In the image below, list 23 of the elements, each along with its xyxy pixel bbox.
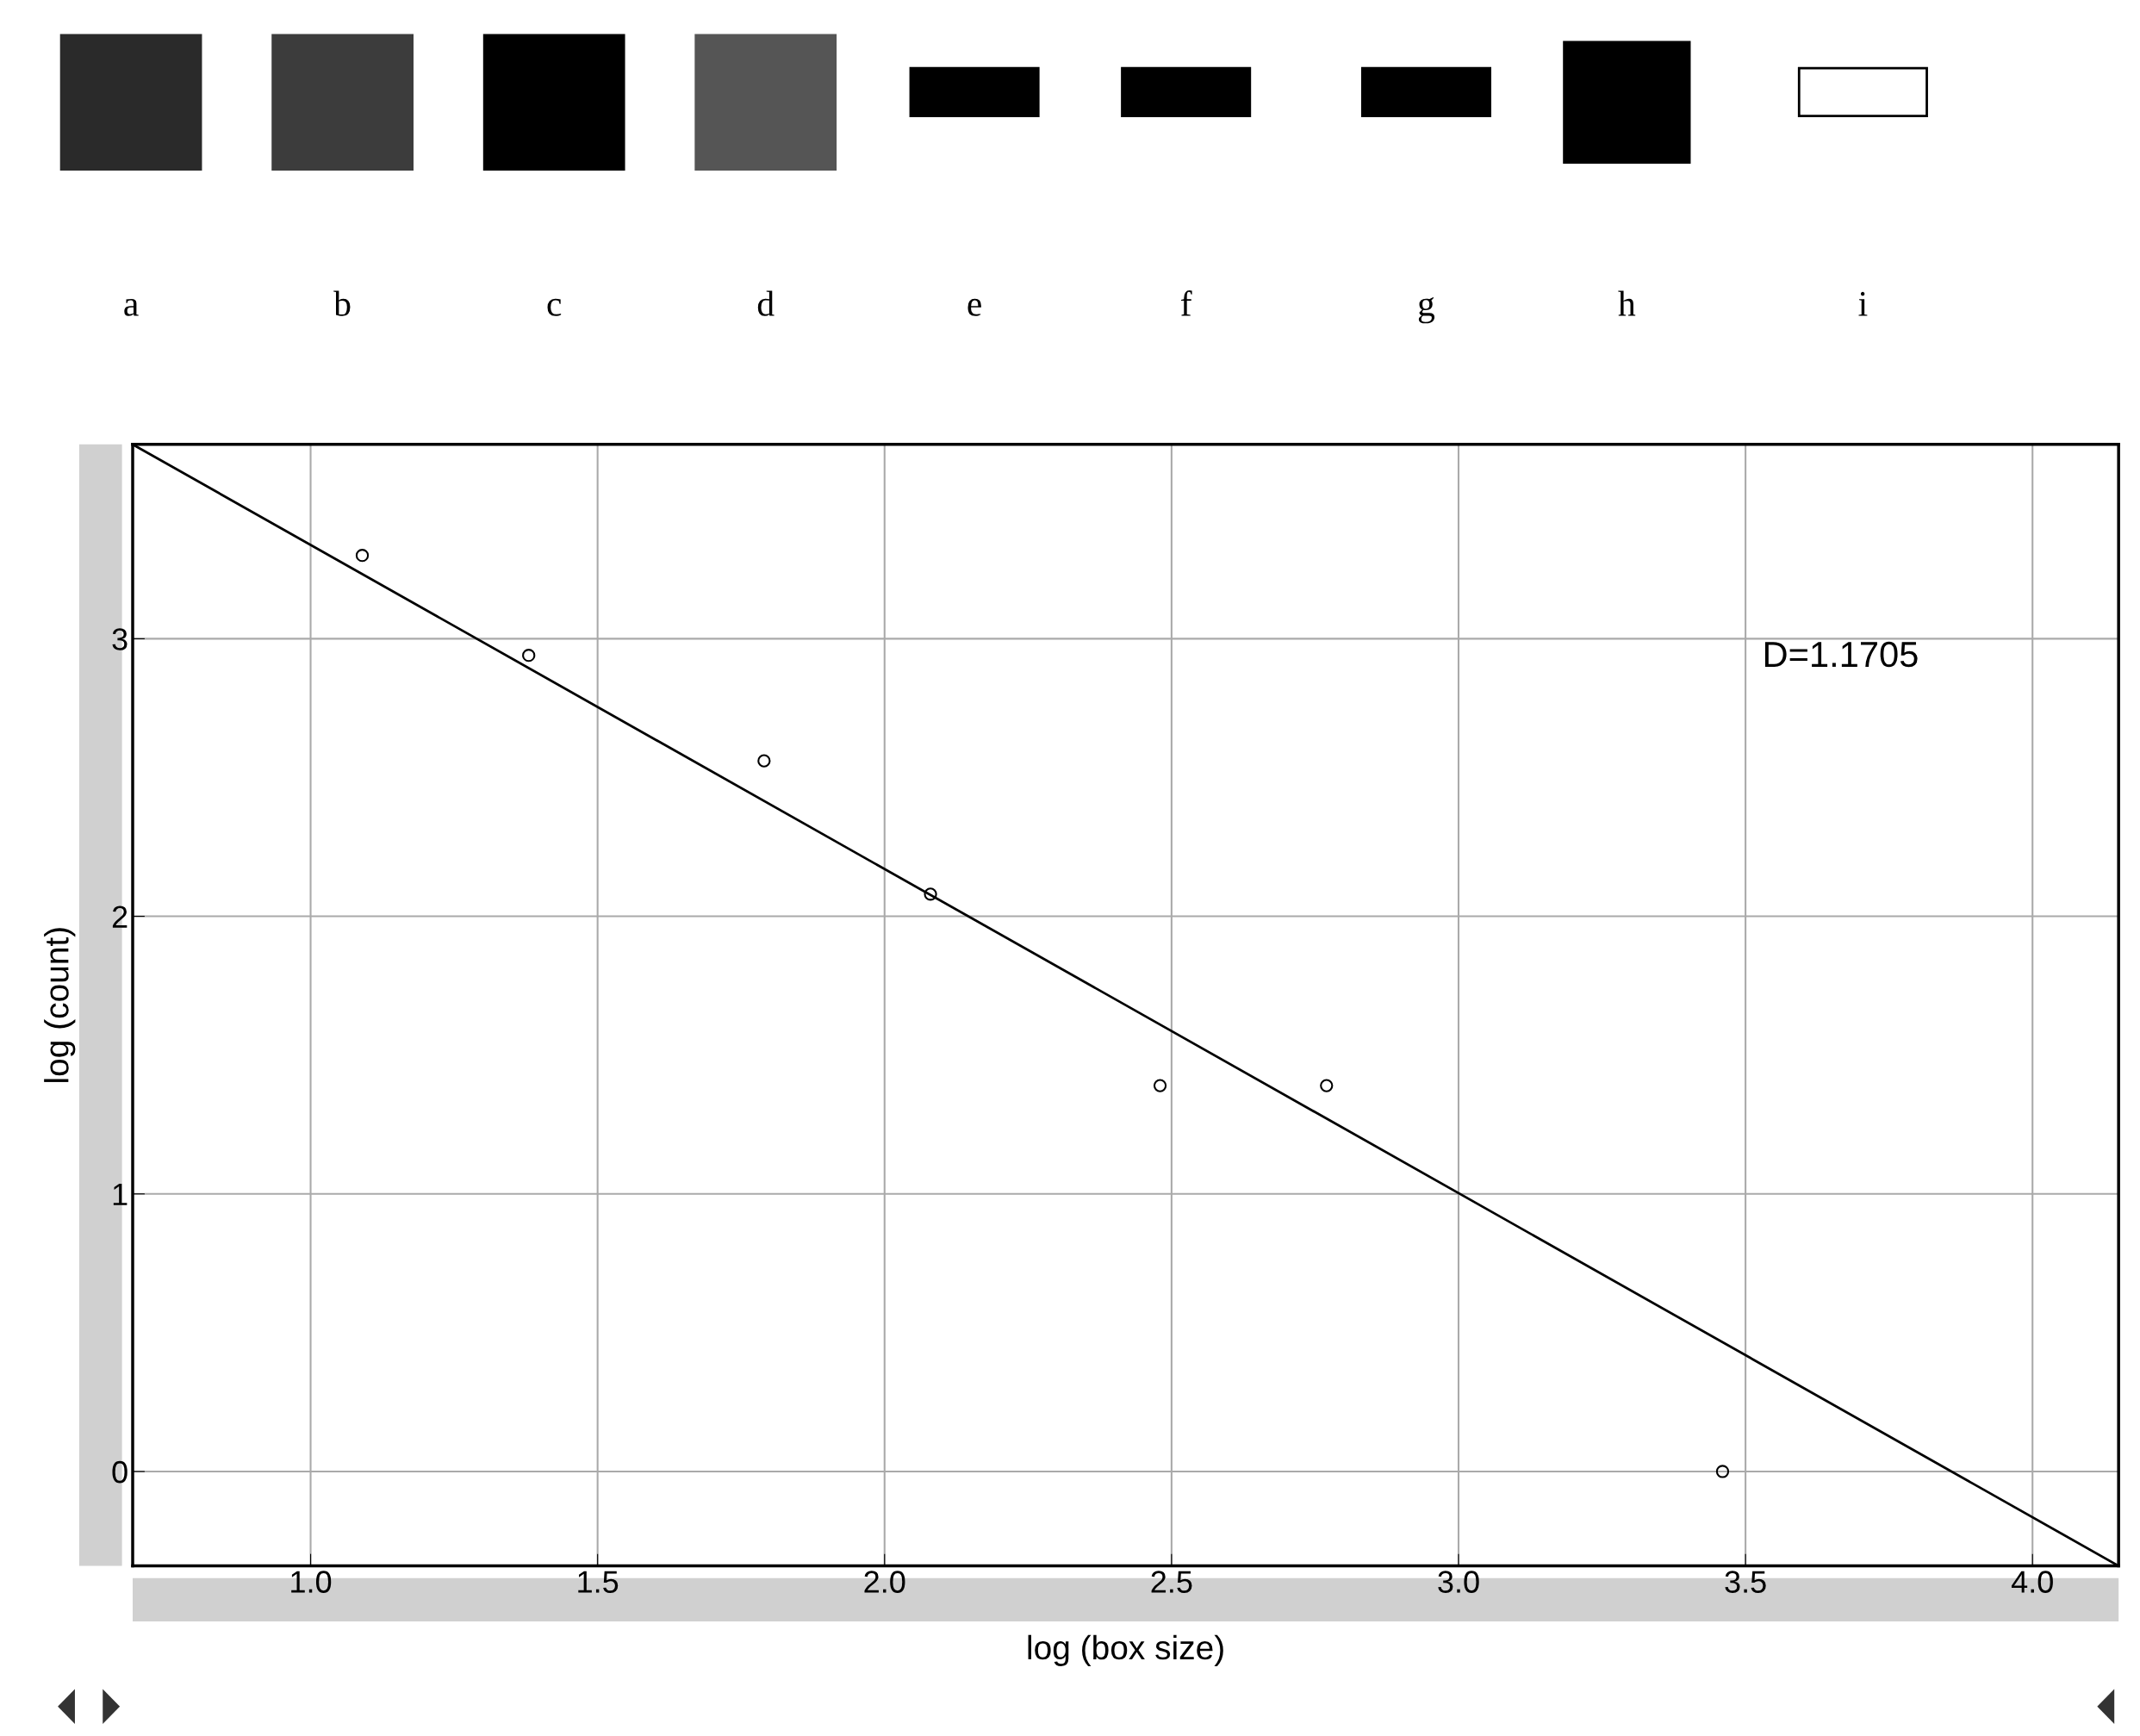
annotation: D=1.1705 (1764, 641, 1918, 668)
text: g (1418, 296, 1435, 324)
text: e (967, 298, 981, 316)
text: b (333, 290, 351, 316)
y-axis-title: log (count) (44, 928, 76, 1082)
y-tick-label: 3 (112, 628, 128, 650)
x-tick-label: 2.0 (864, 1571, 905, 1593)
x-tick-label: 1.5 (578, 1571, 619, 1593)
x-tick-label: 3.0 (1438, 1571, 1479, 1593)
text: c (547, 298, 562, 316)
y-tick-label: 2 (112, 905, 128, 928)
x-tick-label: 3.5 (1725, 1571, 1766, 1593)
text: i (1858, 291, 1868, 316)
x-tick-label: 2.5 (1151, 1571, 1192, 1593)
y-tick-label: 1 (113, 1184, 128, 1205)
text: d (757, 290, 775, 316)
y-tick-label: 0 (112, 1460, 128, 1484)
x-axis-title: log (box size) (1028, 1634, 1223, 1666)
text: f (1181, 290, 1192, 316)
x-tick-label: 1.0 (291, 1571, 332, 1593)
text: a (124, 298, 139, 316)
x-tick-label: 4.0 (2011, 1571, 2053, 1593)
text: h (1618, 290, 1636, 316)
